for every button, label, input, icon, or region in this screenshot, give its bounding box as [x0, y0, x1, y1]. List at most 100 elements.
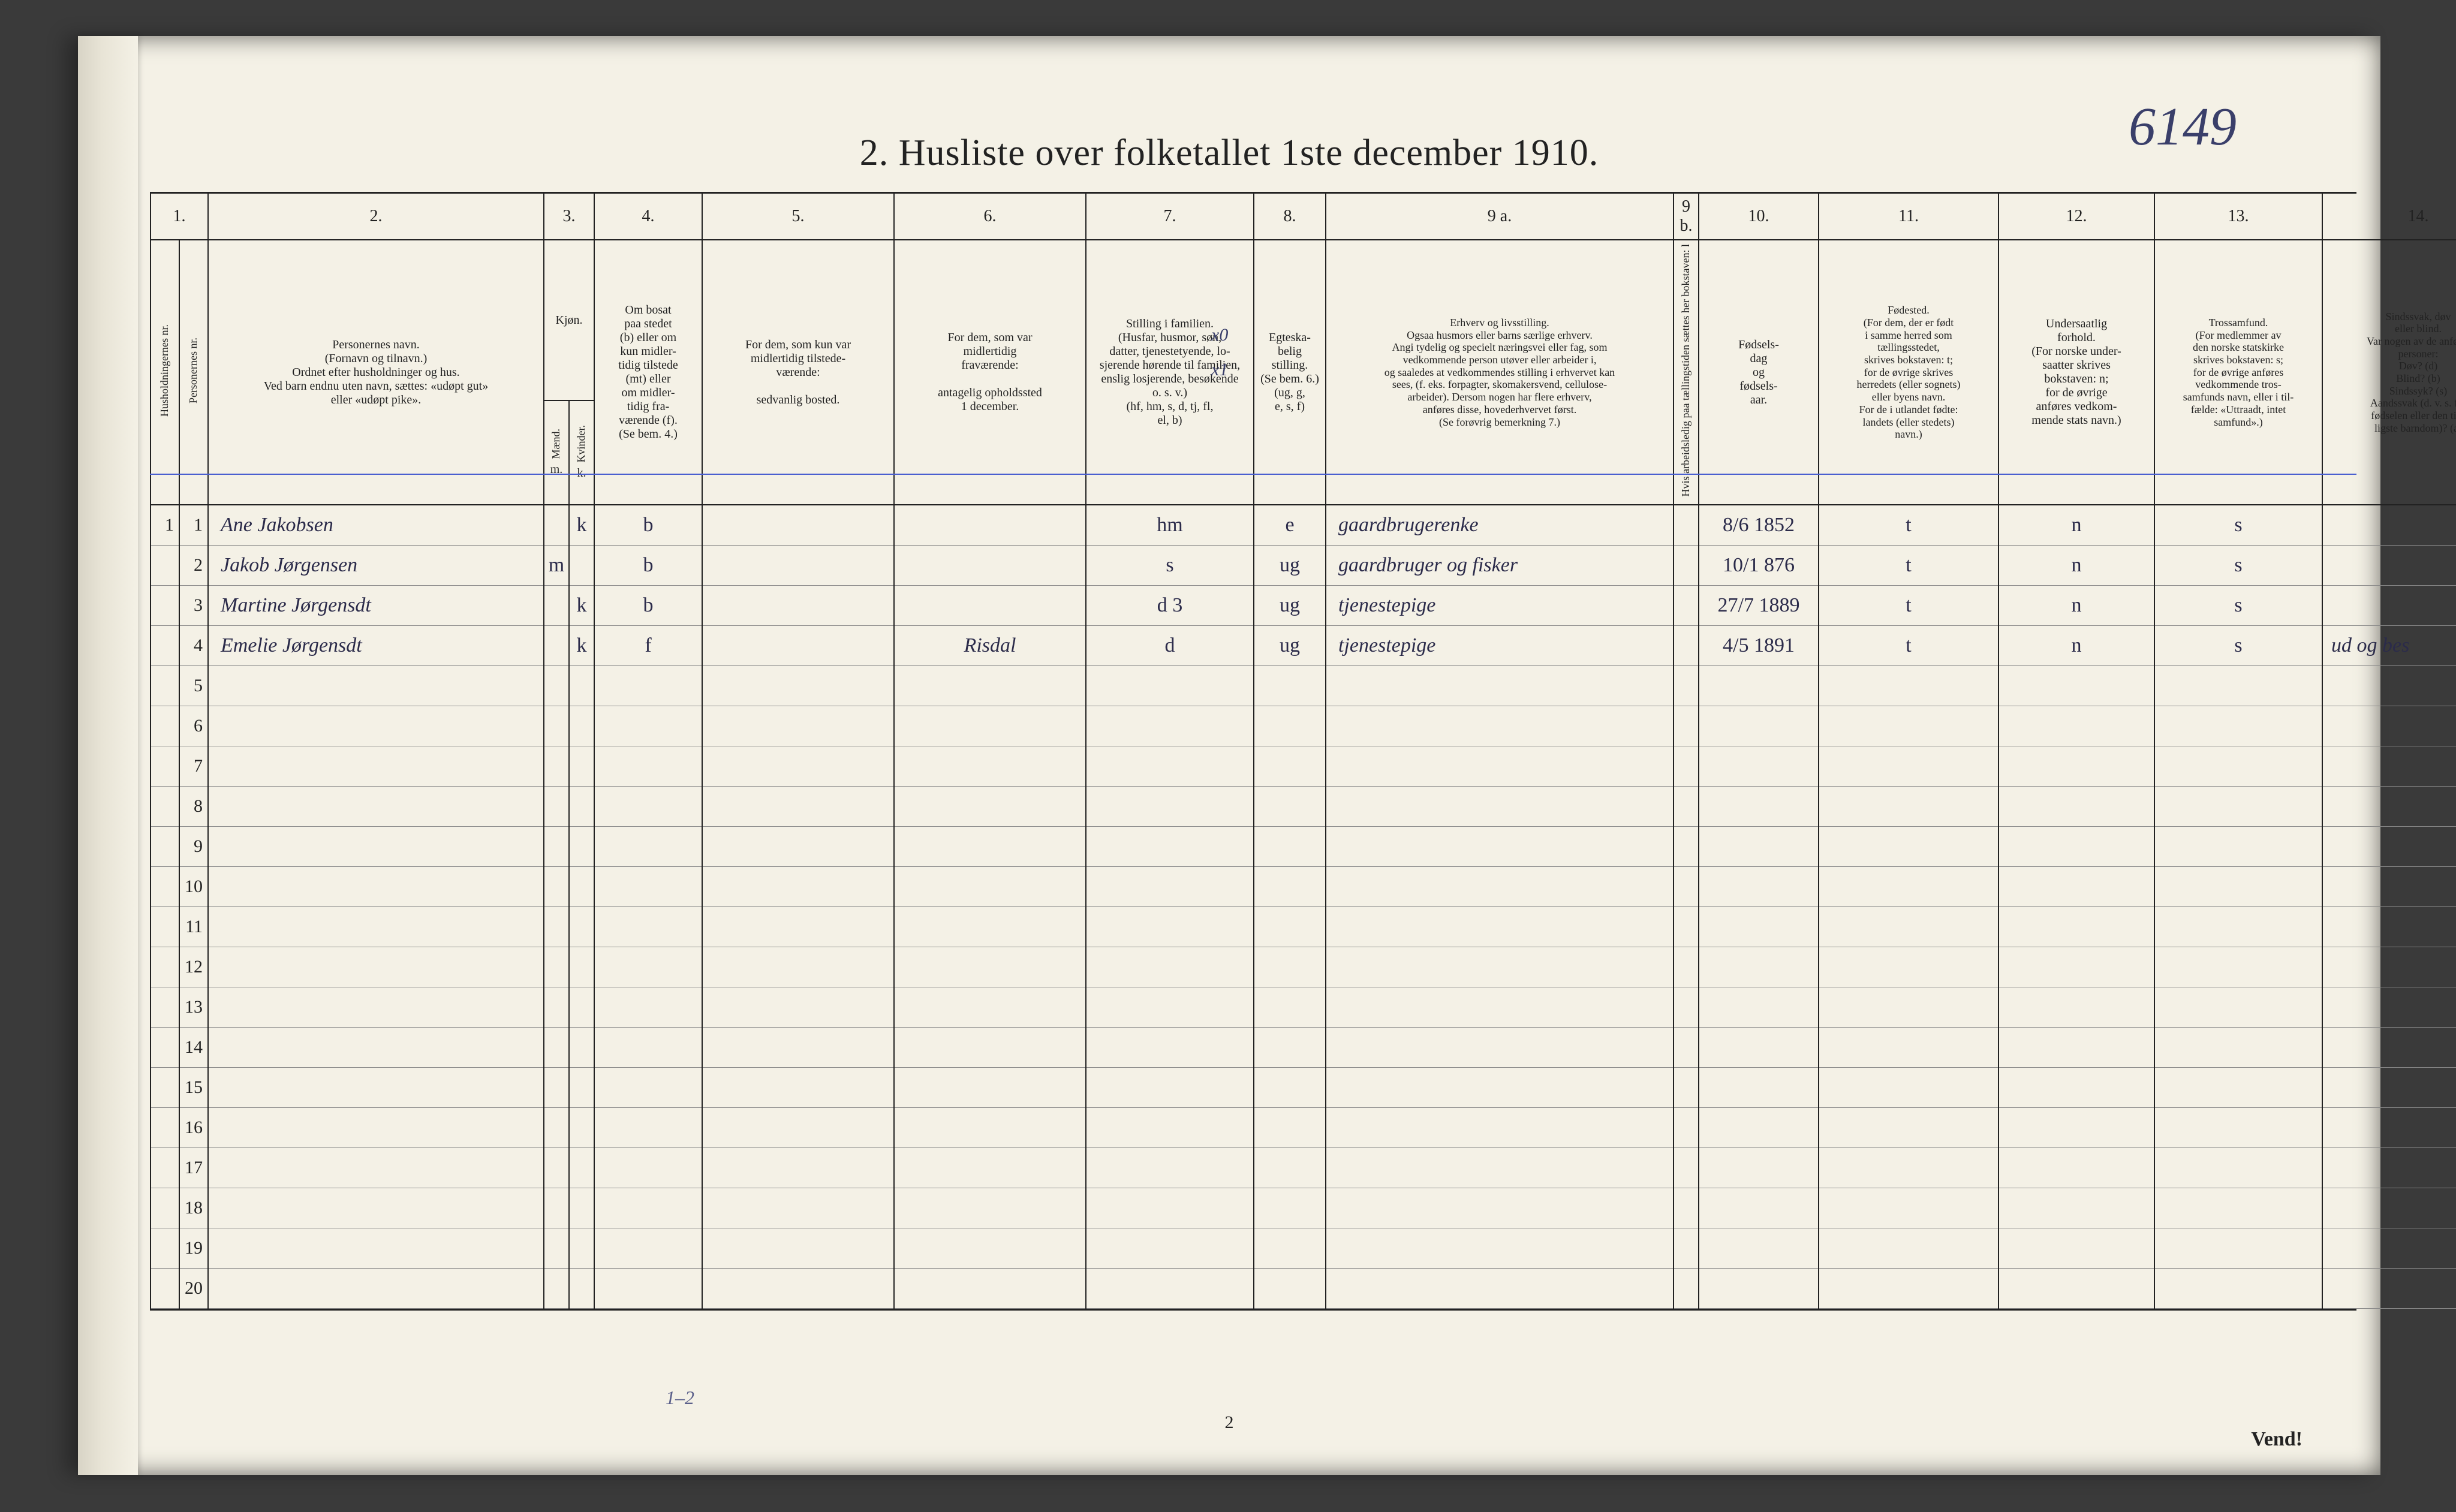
rownum-cell: 16 [179, 1107, 208, 1147]
empty-cell [702, 866, 894, 906]
colnum-2: 2. [208, 194, 544, 240]
cell-pn: 2 [179, 545, 208, 585]
empty-cell [1998, 706, 2154, 746]
empty-cell [1326, 826, 1674, 866]
cell-c14 [2322, 585, 2456, 625]
empty-cell [1819, 826, 1998, 866]
cell-c13: s [2154, 585, 2322, 625]
empty-cell [208, 786, 544, 826]
table-row-empty: 16 [151, 1107, 2456, 1147]
empty-cell [702, 1027, 894, 1067]
hdr-hh-nr: Husholdningernes nr. [151, 240, 179, 504]
colnum-11: 11. [1819, 194, 1998, 240]
cell-c9b [1674, 545, 1699, 585]
empty-cell [569, 906, 594, 947]
empty-cell [1674, 906, 1699, 947]
empty-cell [1254, 746, 1326, 786]
empty-cell [594, 1188, 702, 1228]
empty-cell [2322, 1027, 2456, 1067]
page-fold [78, 36, 138, 1475]
empty-cell [1819, 1147, 1998, 1188]
empty-cell [1819, 1228, 1998, 1268]
empty-cell [2322, 786, 2456, 826]
empty-cell [151, 746, 179, 786]
table-row: 2Jakob Jørgensenmbsuggaardbruger og fisk… [151, 545, 2456, 585]
rownum-cell: 12 [179, 947, 208, 987]
rownum-cell: 13 [179, 987, 208, 1027]
empty-cell [894, 1188, 1086, 1228]
empty-cell [544, 947, 569, 987]
empty-cell [594, 866, 702, 906]
cell-c8: ug [1254, 585, 1326, 625]
rownum-cell: 6 [179, 706, 208, 746]
table-row-empty: 7 [151, 746, 2456, 786]
empty-cell [569, 1107, 594, 1147]
empty-cell [702, 947, 894, 987]
cell-c6 [894, 545, 1086, 585]
empty-cell [594, 706, 702, 746]
cell-c11: t [1819, 505, 1998, 546]
empty-cell [2154, 786, 2322, 826]
empty-cell [151, 947, 179, 987]
empty-cell [1254, 1027, 1326, 1067]
table-row-empty: 8 [151, 786, 2456, 826]
empty-cell [1699, 1188, 1819, 1228]
empty-cell [1699, 1067, 1819, 1107]
empty-cell [544, 706, 569, 746]
empty-cell [544, 1228, 569, 1268]
empty-cell [1819, 786, 1998, 826]
empty-cell [1086, 987, 1254, 1027]
cell-c12: n [1998, 545, 2154, 585]
empty-cell [594, 1228, 702, 1268]
empty-cell [208, 826, 544, 866]
empty-cell [208, 1228, 544, 1268]
empty-cell [1086, 1147, 1254, 1188]
table-row: 4Emelie JørgensdtkfRisdaldugtjenestepige… [151, 625, 2456, 665]
viewport: 6149 2. Husliste over folketallet 1ste d… [0, 0, 2456, 1512]
empty-cell [2322, 1147, 2456, 1188]
empty-cell [544, 1027, 569, 1067]
empty-cell [569, 1268, 594, 1308]
empty-cell [1819, 906, 1998, 947]
colnum-10: 10. [1699, 194, 1819, 240]
empty-cell [151, 1107, 179, 1147]
table-row-empty: 11 [151, 906, 2456, 947]
empty-cell [2154, 1188, 2322, 1228]
cell-c5 [702, 625, 894, 665]
cell-c8: e [1254, 505, 1326, 546]
blue-underline [150, 474, 2356, 475]
empty-cell [1326, 665, 1674, 706]
empty-cell [1699, 987, 1819, 1027]
empty-cell [702, 1147, 894, 1188]
cell-c5 [702, 585, 894, 625]
cell-name: Emelie Jørgensdt [208, 625, 544, 665]
empty-cell [1326, 786, 1674, 826]
cell-c6: Risdal [894, 625, 1086, 665]
empty-cell [1254, 866, 1326, 906]
cell-m [544, 505, 569, 546]
empty-cell [1674, 1188, 1699, 1228]
empty-cell [569, 866, 594, 906]
empty-cell [544, 746, 569, 786]
rownum-cell: 10 [179, 866, 208, 906]
cell-c9b [1674, 625, 1699, 665]
empty-cell [1086, 706, 1254, 746]
empty-cell [1699, 1268, 1819, 1308]
hdr-sex: Kjøn. [544, 240, 594, 400]
empty-cell [1699, 1228, 1819, 1268]
empty-cell [1086, 947, 1254, 987]
empty-cell [544, 1107, 569, 1147]
table-row-empty: 10 [151, 866, 2456, 906]
empty-cell [1254, 906, 1326, 947]
empty-cell [1674, 665, 1699, 706]
empty-cell [1086, 746, 1254, 786]
empty-cell [1699, 866, 1819, 906]
hdr-marital: Egteska- belig stilling. (Se bem. 6.) (u… [1254, 240, 1326, 504]
colnum-7: 7. [1086, 194, 1254, 240]
cell-name: Ane Jakobsen [208, 505, 544, 546]
form-title: 2. Husliste over folketallet 1ste decemb… [860, 132, 1599, 174]
empty-cell [1674, 987, 1699, 1027]
empty-cell [1699, 1107, 1819, 1147]
empty-cell [2154, 866, 2322, 906]
empty-cell [594, 1147, 702, 1188]
